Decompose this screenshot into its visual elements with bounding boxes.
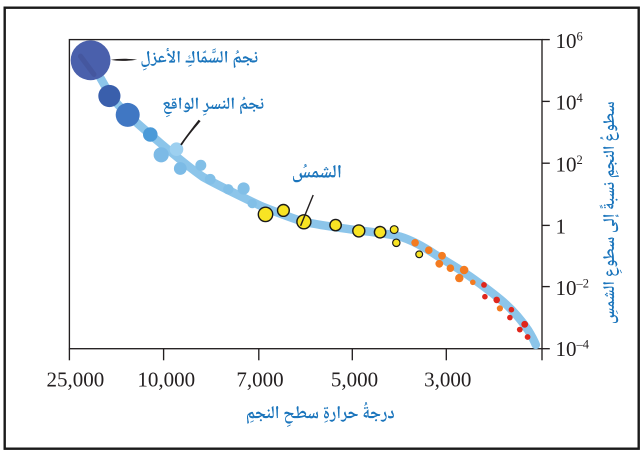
svg-text:25,000: 25,000 bbox=[47, 368, 105, 392]
svg-text:7,000: 7,000 bbox=[236, 368, 283, 392]
svg-text:3,000: 3,000 bbox=[424, 368, 471, 392]
svg-text:10,000: 10,000 bbox=[137, 368, 195, 392]
svg-text:5,000: 5,000 bbox=[331, 368, 378, 392]
svg-text:1: 1 bbox=[556, 214, 567, 238]
